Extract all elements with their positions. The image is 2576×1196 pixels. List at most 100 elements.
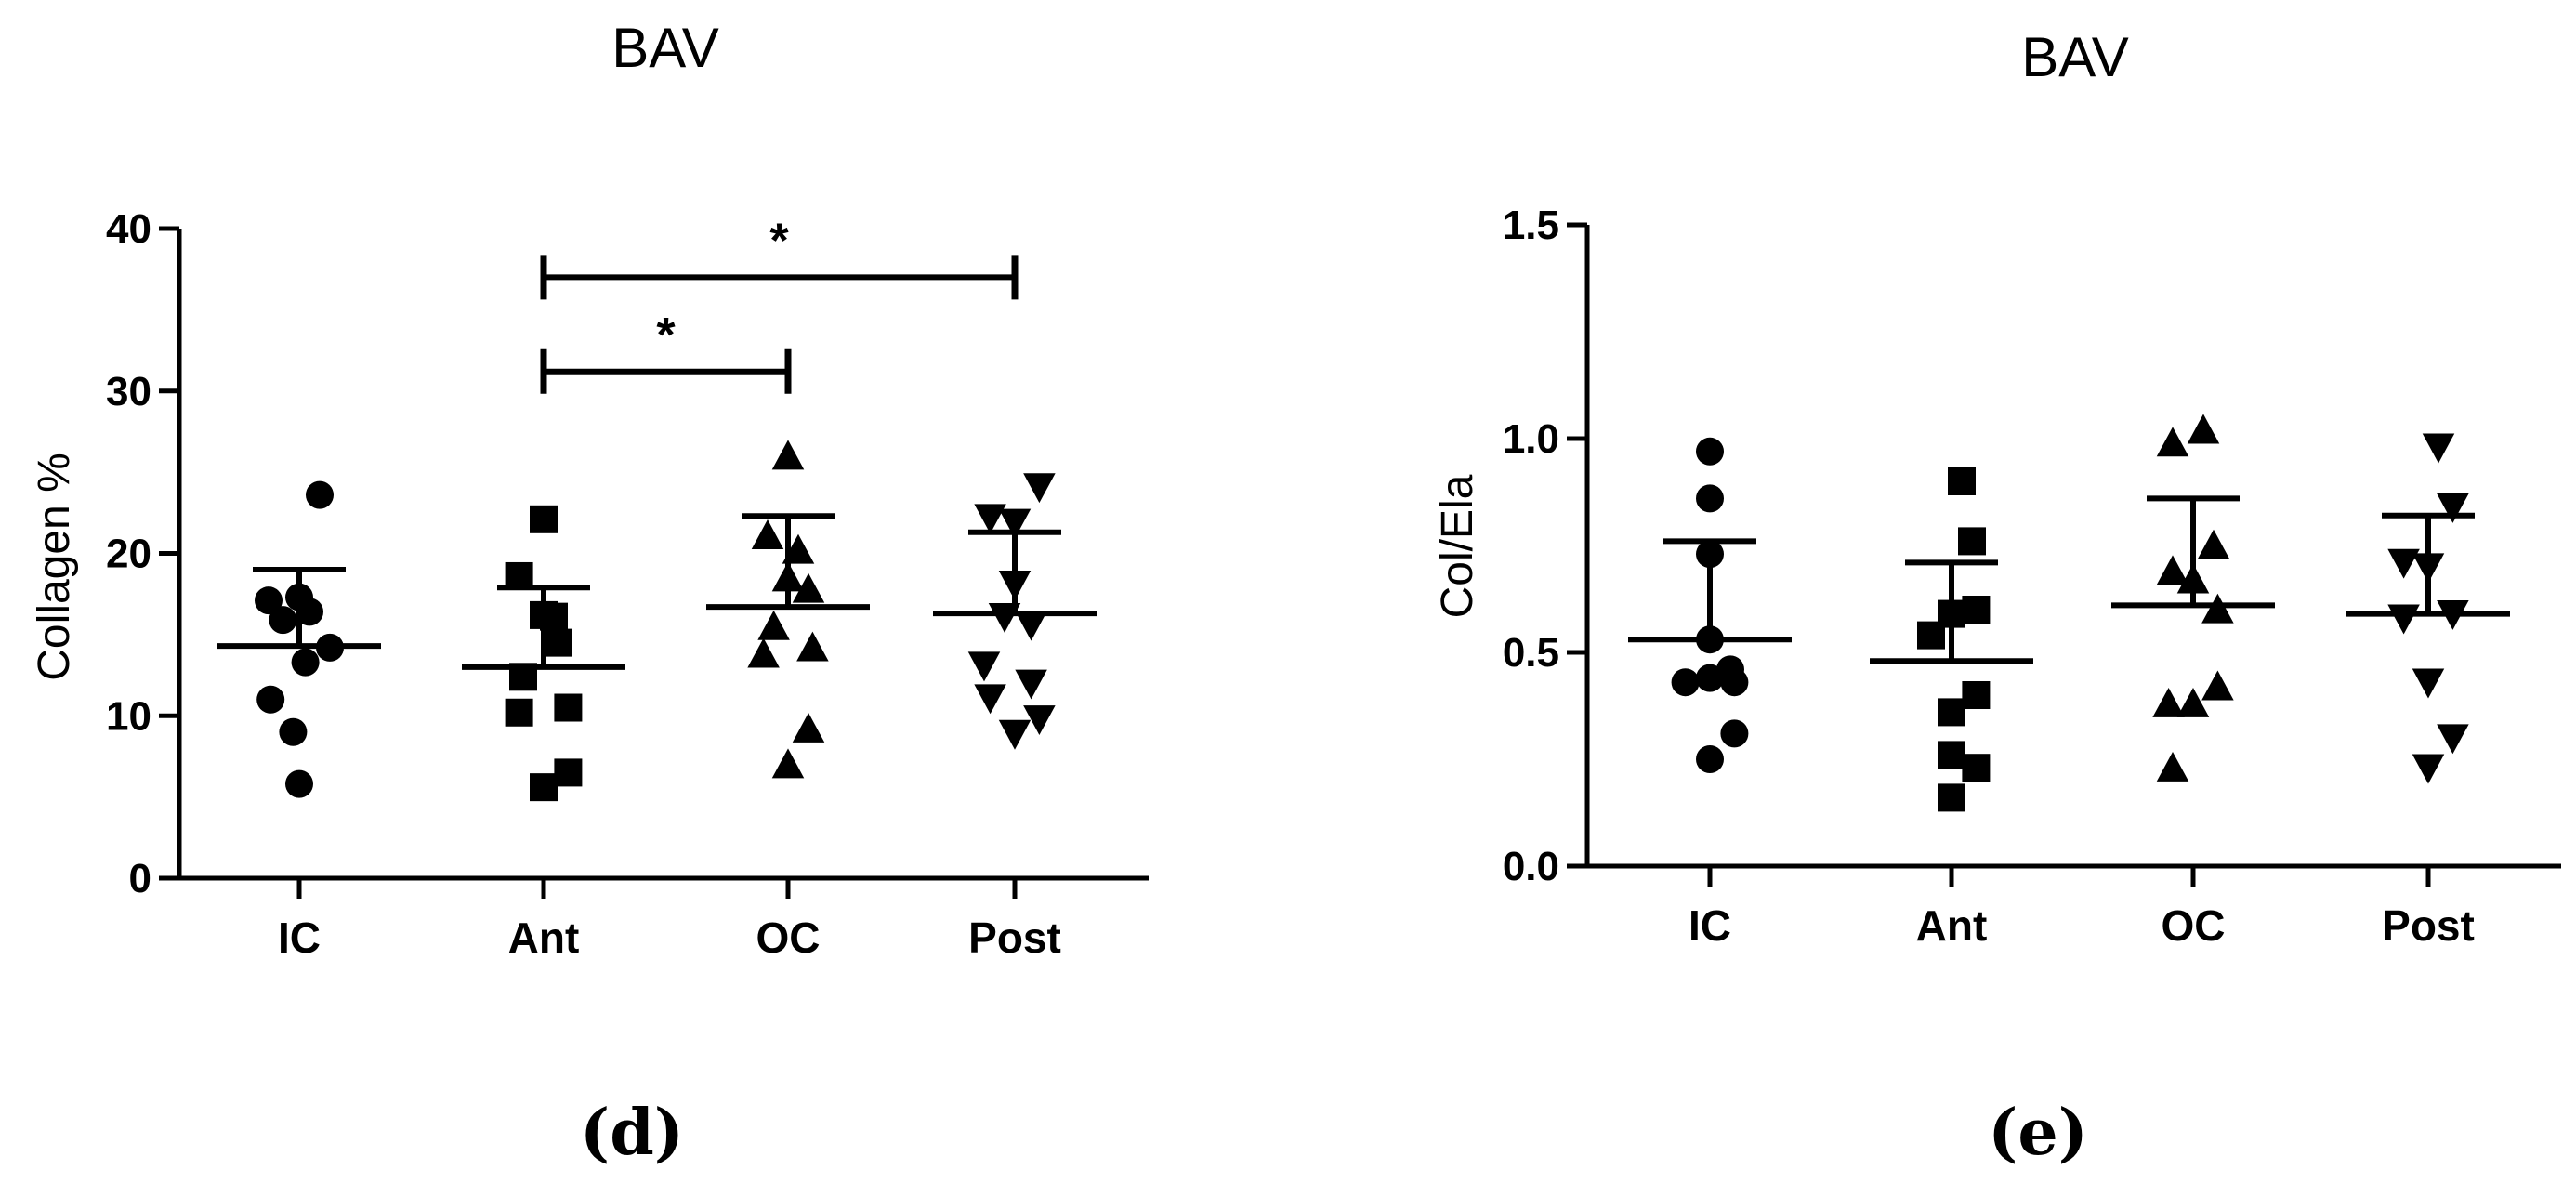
data-point-triangle-up (2201, 593, 2234, 624)
data-point-circle (279, 717, 308, 746)
y-tick-label: 0.0 (1503, 844, 1559, 889)
series-ant (1870, 467, 2033, 812)
data-point-triangle-down (2412, 754, 2445, 784)
data-point-triangle-down (2387, 548, 2420, 579)
data-point-circle (269, 606, 297, 635)
data-point-triangle-down (1023, 473, 1056, 504)
x-tick-label: Post (968, 913, 1061, 962)
data-point-circle (1720, 719, 1749, 748)
series-oc (2111, 414, 2275, 782)
data-point-triangle-up (2156, 555, 2189, 585)
data-point-square (554, 758, 583, 787)
chart-title: BAV (2021, 26, 2129, 88)
x-tick-label: Post (2382, 901, 2475, 950)
panel-label: (e) (1988, 1096, 2088, 1170)
data-point-circle (1696, 437, 1724, 466)
data-point-square (1962, 596, 1991, 624)
y-tick-label: 40 (106, 206, 151, 252)
y-tick-label: 0 (129, 856, 151, 901)
data-point-circle (255, 586, 283, 615)
data-point-square (544, 628, 572, 657)
data-point-triangle-up (792, 712, 825, 743)
data-point-triangle-up (2197, 529, 2230, 559)
x-tick-label: OC (756, 913, 821, 962)
data-point-circle (306, 480, 334, 509)
data-point-square (530, 505, 558, 533)
data-point-triangle-down (974, 684, 1006, 715)
data-point-triangle-up (2156, 427, 2189, 457)
significance-bracket: * (540, 214, 1019, 300)
y-axis-label: Collagen % (30, 453, 79, 680)
data-point-triangle-down (1015, 611, 1047, 641)
x-tick-label: IC (278, 913, 321, 962)
data-point-circle (1671, 668, 1700, 697)
data-point-square (1938, 741, 1965, 769)
data-point-triangle-up (796, 631, 829, 662)
data-point-triangle-down (2422, 433, 2455, 464)
data-point-triangle-down (2437, 493, 2469, 523)
series-ic (1628, 437, 1792, 773)
data-point-square (1938, 783, 1965, 812)
data-point-triangle-up (2152, 687, 2185, 717)
data-point-triangle-up (771, 748, 805, 779)
data-point-triangle-up (792, 572, 825, 603)
data-point-triangle-down (2437, 724, 2469, 755)
data-point-square (530, 773, 558, 802)
data-point-triangle-down (974, 504, 1006, 534)
data-point-square (1948, 467, 1976, 495)
data-point-triangle-down (998, 719, 1032, 750)
data-point-triangle-down (998, 508, 1032, 539)
data-point-circle (1696, 484, 1724, 513)
y-axis-label: Col/Ela (1433, 474, 1482, 618)
data-point-circle (285, 769, 313, 798)
data-point-triangle-up (771, 440, 805, 470)
y-tick-label: 0.5 (1503, 630, 1559, 676)
y-tick-label: 10 (106, 693, 151, 739)
data-point-triangle-down (967, 651, 1001, 682)
data-point-circle (1720, 668, 1749, 697)
chart-collagen-percent: BAV Collagen % (d) 0 10 20 30 40 IC Ant OC Post *… (30, 17, 1149, 1170)
series-oc (706, 440, 870, 779)
data-point-triangle-up (2156, 751, 2189, 782)
data-point-square (505, 698, 533, 727)
x-tick-label: Ant (1916, 901, 1988, 950)
panel-label: (d) (580, 1096, 684, 1170)
series-post (933, 473, 1097, 750)
data-point-circle (291, 648, 320, 677)
data-point-circle (296, 598, 323, 626)
y-tick-label: 1.5 (1503, 203, 1559, 248)
data-point-triangle-down (2387, 604, 2420, 635)
x-tick-label: OC (2162, 901, 2226, 950)
significance-label: * (656, 309, 676, 362)
chart-col-ela-ratio: BAV Col/Ela (e) 0.0 0.5 1.0 1.5 IC Ant OC Post (1433, 26, 2561, 1170)
chart-title: BAV (611, 17, 719, 79)
x-tick-label: Ant (508, 913, 580, 962)
series-ant (462, 505, 625, 802)
data-point-triangle-up (2187, 414, 2220, 444)
data-point-square (1962, 681, 1991, 709)
series-post (2346, 433, 2510, 784)
data-point-triangle-down (1023, 705, 1056, 735)
y-tick-label: 1.0 (1503, 416, 1559, 462)
y-tick-label: 30 (106, 369, 151, 414)
data-point-square (1962, 754, 1991, 782)
data-point-triangle-down (1015, 669, 1047, 700)
data-point-triangle-up (2201, 670, 2234, 701)
series-ic (217, 480, 381, 798)
data-point-triangle-down (2412, 668, 2445, 699)
significance-bracket: * (540, 309, 792, 394)
data-point-triangle-up (2176, 687, 2210, 717)
data-point-circle (1696, 745, 1724, 773)
data-point-square (1938, 698, 1965, 727)
y-tick-label: 20 (106, 532, 151, 577)
data-point-circle (256, 685, 285, 714)
data-point-triangle-up (747, 637, 780, 668)
data-point-triangle-up (751, 519, 784, 549)
significance-label: * (769, 214, 789, 268)
x-tick-label: IC (1689, 901, 1731, 950)
data-point-square (1917, 621, 1945, 650)
data-point-square (554, 693, 583, 722)
data-point-square (1958, 527, 1986, 556)
data-point-triangle-up (757, 610, 790, 640)
